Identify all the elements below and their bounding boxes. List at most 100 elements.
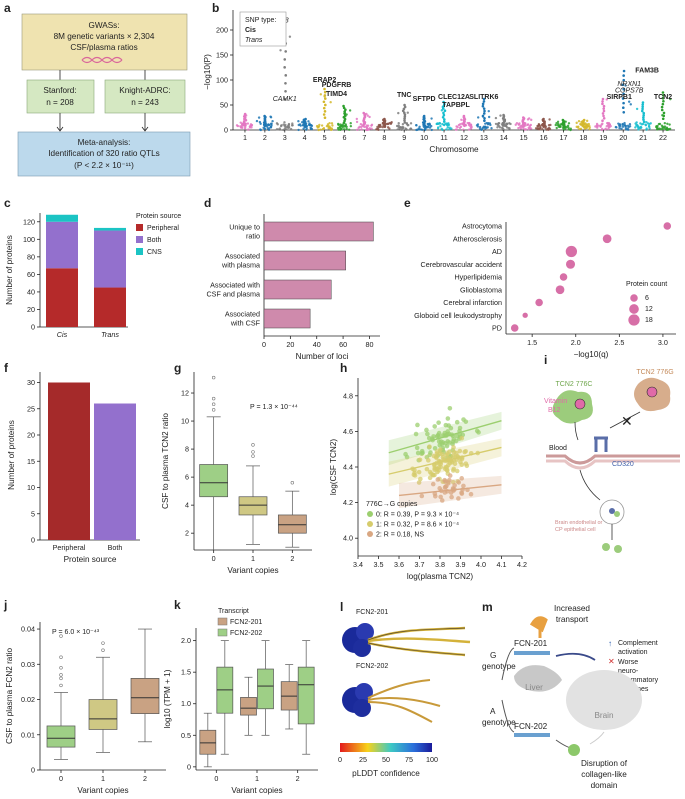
bar-peripheral-trans: [94, 287, 126, 327]
snp-point: [360, 128, 363, 131]
snp-point: [322, 100, 326, 104]
legend-size-label: 6: [645, 295, 649, 302]
snp-point: [325, 124, 329, 128]
snp-point: [304, 117, 307, 121]
y-tick-label: 12: [181, 389, 189, 398]
snp-point: [641, 101, 645, 104]
snp-point: [269, 122, 273, 126]
blocked-arrow: [609, 411, 641, 429]
chrom-9-points: [395, 103, 413, 131]
x-axis-title: Protein source: [64, 555, 117, 564]
x-tick-label: 2.0: [571, 338, 581, 347]
snp-point: [242, 120, 246, 123]
snp-point: [548, 126, 551, 130]
snp-point: [634, 126, 637, 129]
panel-letter-h: h: [340, 361, 347, 375]
chrom-5-points: [315, 87, 334, 132]
bubble-cerebrovascular-accident: [565, 259, 576, 269]
snp-point: [526, 123, 530, 126]
chrom-label: 22: [659, 133, 667, 142]
snp-point: [483, 109, 486, 113]
snp-point: [322, 106, 326, 110]
category-label: with CSF: [230, 319, 261, 328]
outlier-point: [101, 641, 105, 645]
legend-bubble: [628, 314, 640, 326]
snp-point: [482, 97, 486, 101]
fcn201-label: FCN-201: [514, 639, 548, 648]
outlier-point: [251, 450, 255, 454]
snp-point: [604, 128, 607, 131]
data-point: [438, 439, 444, 444]
snp-point: [595, 124, 599, 127]
x-tick-label: Both: [108, 543, 123, 552]
y-axis-title: Number of proteins: [7, 420, 16, 490]
y-tick-label: 50: [220, 101, 228, 110]
y-tick-label: 4.8: [343, 391, 353, 400]
bar-cns-cis: [46, 214, 78, 222]
worse-2: neuro-: [618, 668, 639, 675]
x-mark-icon: ✕: [608, 657, 615, 666]
snp-point: [331, 124, 334, 127]
snp-point: [496, 123, 500, 127]
snp-point: [470, 125, 473, 128]
data-point: [404, 454, 410, 460]
snp-point: [597, 124, 600, 127]
box-iqr: [88, 699, 118, 730]
snp-point: [668, 123, 671, 126]
snp-point: [657, 122, 661, 126]
legend-swatch: [217, 617, 228, 626]
snp-point: [428, 126, 432, 129]
snp-point: [487, 115, 491, 119]
snp-point: [250, 126, 253, 129]
snp-point: [517, 123, 520, 126]
snp-point: [462, 114, 466, 118]
snp-point: [362, 111, 366, 115]
snp-point: [284, 89, 287, 93]
x-axis-title: Chromosome: [429, 145, 479, 154]
increased-transport-1: Increased: [554, 604, 590, 613]
x-tick-label: 40: [313, 340, 321, 349]
snp-point: [601, 102, 604, 106]
snp-point: [524, 128, 528, 131]
snp-point: [378, 125, 381, 129]
snp-point: [561, 118, 565, 122]
category-label: Cerebrovascular accident: [421, 260, 503, 269]
arrow-internalize: [579, 469, 601, 501]
snp-point: [626, 128, 630, 131]
snp-point: [402, 107, 406, 111]
panel-f: f 0 5 10 15 20 25 30 Number of proteins Periphera…: [4, 361, 140, 564]
disruption-2: collagen-like: [581, 770, 627, 779]
y-tick-label: 6: [185, 473, 189, 482]
snp-point: [297, 128, 300, 132]
p-value-annotation: P = 6.0 × 10⁻⁴³: [52, 629, 100, 636]
snp-point: [443, 102, 446, 106]
snp-point: [622, 101, 625, 105]
snp-point: [519, 124, 523, 128]
snp-point: [342, 128, 346, 131]
chrom-label: 8: [382, 133, 386, 142]
panel-c: c 0 20 40 60 80 100 120 Number of proteins Cis Tra…: [4, 196, 181, 339]
outlier-point: [211, 402, 216, 406]
snp-point: [319, 93, 323, 96]
snp-point: [662, 111, 666, 115]
panel-letter-g: g: [174, 361, 181, 375]
snp-point: [567, 122, 571, 125]
box-fcn2-201-2: [280, 664, 298, 730]
data-point: [416, 480, 422, 485]
x-tick-label: 4.1: [497, 560, 507, 569]
category-label: Cerebral infarction: [443, 298, 502, 307]
y-tick-label: 0: [187, 762, 191, 771]
snp-point: [575, 121, 578, 125]
plddt-colorbar: [340, 743, 432, 752]
data-point: [427, 444, 432, 449]
snp-point: [269, 126, 272, 129]
category-label: Astrocytoma: [462, 222, 502, 231]
snp-point: [299, 124, 302, 127]
chrom-label: 13: [480, 133, 488, 142]
snp-point: [397, 122, 400, 125]
gwas-line-2: 8M genetic variants × 2,304: [54, 32, 155, 41]
gene-label: SIRPB1: [607, 94, 632, 101]
data-point: [417, 457, 423, 463]
snp-point: [655, 126, 659, 129]
snp-point: [284, 50, 287, 53]
